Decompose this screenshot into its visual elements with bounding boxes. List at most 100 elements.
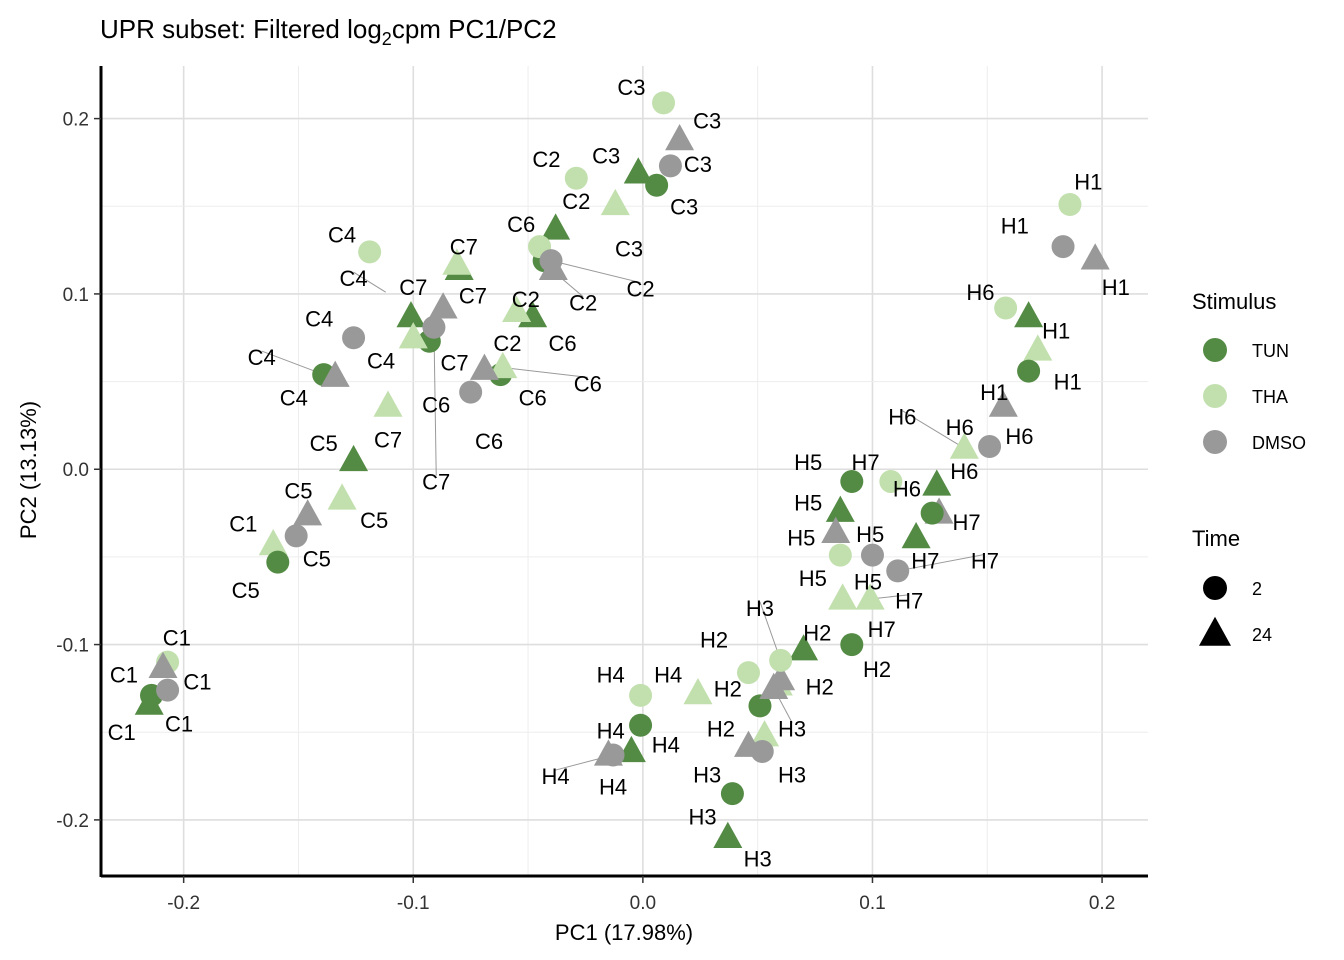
point-label-c2: C2 (569, 291, 597, 316)
data-point-h4-tun-2h (629, 713, 653, 737)
data-point-c2-dmso-24h (538, 253, 568, 280)
data-point-h4-dmso-24h (593, 739, 623, 766)
point-label-h2: H2 (700, 627, 728, 652)
data-point-c5-tha-24h (327, 483, 357, 510)
y-axis-ticks: -0.2 -0.1 0.0 0.1 0.2 (56, 110, 101, 832)
data-point-h6-dmso-2h (978, 434, 1002, 458)
data-point-h3-tha-24h (750, 720, 780, 747)
data-point-h6-tun-24h (922, 469, 952, 496)
data-point-h2-tha-2h (736, 661, 760, 685)
point-label-h7: H7 (852, 450, 880, 475)
legend-key-time-24 (1199, 616, 1231, 646)
x-tick-label: 0.1 (859, 893, 885, 914)
data-point-c4-tha-2h (358, 240, 382, 264)
point-label-h7: H7 (895, 589, 923, 614)
data-point-c2-tha-24h (502, 295, 532, 323)
data-point-c5-dmso-24h (293, 499, 323, 526)
point-label-c4: C4 (328, 222, 356, 247)
y-axis-label: PC2 (13.13%) (16, 401, 41, 539)
point-label-h1: H1 (1054, 370, 1082, 395)
point-label-h4: H4 (542, 764, 570, 789)
point-label-c4: C4 (340, 266, 368, 291)
point-label-c7: C7 (422, 470, 450, 495)
point-label-c5: C5 (360, 508, 388, 533)
point-label-h1: H1 (1102, 275, 1130, 300)
y-tick-label: -0.2 (56, 811, 89, 832)
point-label-h1: H1 (1042, 319, 1070, 344)
data-point-c7-tun-24h (396, 301, 426, 328)
point-label-h6: H6 (966, 280, 994, 305)
point-label-h3: H3 (778, 762, 806, 787)
point-label-c7: C7 (374, 427, 402, 452)
data-point-c3-dmso-24h (665, 123, 695, 151)
label-leader-line (353, 271, 386, 293)
point-label-c5: C5 (310, 431, 338, 456)
data-point-h2-tun-24h (789, 634, 819, 661)
data-point-h6-tun-24h (1014, 301, 1044, 328)
point-label-c4: C4 (280, 385, 308, 410)
point-label-c1: C1 (229, 512, 257, 537)
point-label-c2: C2 (532, 147, 560, 172)
data-point-c7-tha-24h (442, 248, 472, 275)
point-label-h1: H1 (1001, 214, 1029, 239)
data-point-c6-tun-24h (541, 213, 571, 240)
point-label-c3: C3 (615, 236, 643, 261)
data-point-h3-dmso-2h (750, 740, 774, 764)
data-point-h3-tha-2h (769, 648, 793, 672)
data-point-h2-tun-2h (840, 633, 864, 657)
data-point-h7-tha-24h (855, 583, 885, 610)
point-label-h5: H5 (856, 522, 884, 547)
x-tick-label: 0.2 (1089, 893, 1115, 914)
x-tick-label: -0.2 (167, 893, 200, 914)
data-point-c3-tun-24h (623, 157, 653, 184)
point-label-h7: H7 (868, 617, 896, 642)
data-point-c6-dmso-2h (459, 380, 483, 404)
legend-key-dmso (1203, 430, 1227, 454)
data-point-c6-tha-24h (488, 351, 518, 379)
data-point-h6-tha-24h (949, 432, 979, 459)
data-point-c7-tha-24h (398, 322, 428, 349)
point-label-c6: C6 (548, 331, 576, 356)
label-leader-line (502, 367, 588, 378)
point-label-h3: H3 (689, 804, 717, 829)
data-point-c4-dmso-24h (320, 360, 350, 387)
data-point-c3-tun-2h (645, 173, 669, 197)
label-leader-line (433, 327, 437, 476)
point-label-h4: H4 (652, 733, 680, 758)
legend: Stimulus TUN THA DMSO Time 2 24 (1192, 289, 1306, 646)
x-axis-ticks: -0.2 -0.1 0.0 0.1 0.2 (167, 876, 1115, 914)
data-point-h3-tun-2h (720, 782, 744, 806)
point-label-c2: C2 (512, 287, 540, 312)
point-label-c3: C3 (684, 152, 712, 177)
data-point-c5-dmso-2h (284, 524, 308, 548)
data-point-c1-tun-24h (134, 688, 164, 715)
data-point-c7-dmso-2h (422, 315, 446, 339)
point-label-h6: H6 (946, 415, 974, 440)
point-label-h5: H5 (799, 566, 827, 591)
data-points (134, 91, 1110, 849)
data-point-c1-dmso-2h (156, 678, 180, 702)
data-point-h4-tha-2h (629, 683, 653, 707)
point-label-h7: H7 (953, 510, 981, 535)
point-label-h7: H7 (911, 548, 939, 573)
legend-stimulus-title: Stimulus (1192, 289, 1276, 314)
point-label-h3: H3 (778, 717, 806, 742)
point-label-h2: H2 (863, 657, 891, 682)
point-label-c1: C1 (108, 720, 136, 745)
point-label-c6: C6 (475, 429, 503, 454)
data-point-h5-tha-24h (828, 583, 858, 610)
point-label-c5: C5 (303, 547, 331, 572)
data-point-h7-tun-2h (920, 501, 944, 525)
point-label-c3: C3 (670, 194, 698, 219)
point-label-h6: H6 (950, 459, 978, 484)
label-leader-line (902, 410, 965, 449)
legend-time-title: Time (1192, 526, 1240, 551)
x-tick-label: -0.1 (397, 893, 430, 914)
point-label-c1: C1 (110, 662, 138, 687)
data-point-c3-tha-24h (600, 188, 630, 216)
data-point-h1-tha-24h (1023, 334, 1053, 361)
legend-key-tun (1203, 338, 1227, 362)
data-point-h2-tun-2h (748, 694, 772, 718)
data-point-h1-tun-2h (1017, 359, 1041, 383)
